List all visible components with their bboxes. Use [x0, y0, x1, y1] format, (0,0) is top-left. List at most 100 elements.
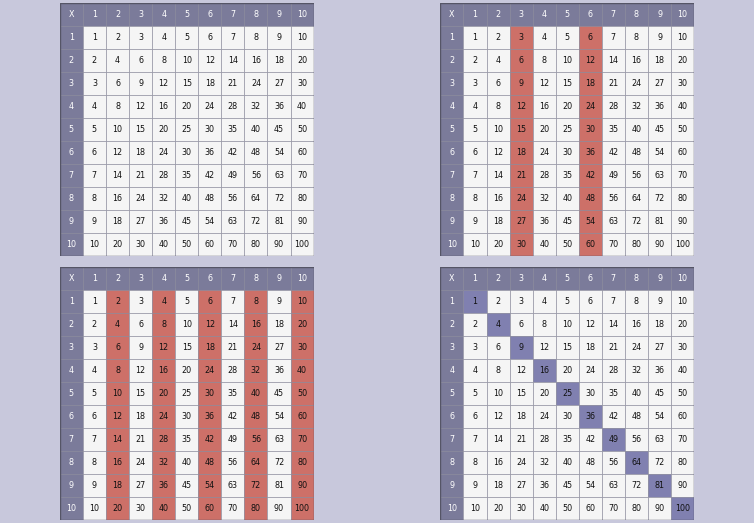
- Bar: [648, 267, 671, 290]
- Bar: [510, 95, 532, 118]
- Bar: [129, 164, 152, 187]
- Text: 72: 72: [654, 458, 665, 467]
- Text: 36: 36: [585, 148, 596, 157]
- Bar: [152, 118, 175, 141]
- Bar: [440, 187, 464, 210]
- Bar: [602, 49, 625, 72]
- Text: 8: 8: [69, 458, 74, 467]
- Text: 70: 70: [608, 504, 618, 514]
- Text: 81: 81: [274, 481, 284, 490]
- Text: 16: 16: [158, 366, 169, 375]
- Bar: [222, 95, 244, 118]
- Bar: [222, 290, 244, 313]
- Text: 64: 64: [251, 194, 261, 203]
- Text: 60: 60: [205, 504, 215, 514]
- Text: 2: 2: [115, 274, 120, 282]
- Bar: [579, 210, 602, 233]
- Text: 32: 32: [539, 194, 549, 203]
- Text: 4: 4: [161, 33, 166, 42]
- Text: 5: 5: [92, 389, 97, 398]
- Bar: [129, 210, 152, 233]
- Bar: [60, 451, 83, 474]
- Bar: [244, 382, 268, 405]
- Text: 70: 70: [297, 171, 307, 180]
- Text: 9: 9: [138, 343, 143, 352]
- Text: 30: 30: [585, 125, 596, 134]
- Bar: [268, 233, 290, 256]
- Bar: [532, 451, 556, 474]
- Text: 7: 7: [449, 171, 455, 180]
- Bar: [486, 290, 510, 313]
- Bar: [175, 49, 198, 72]
- Bar: [648, 72, 671, 95]
- Bar: [464, 405, 486, 428]
- Text: 20: 20: [539, 389, 549, 398]
- Bar: [268, 187, 290, 210]
- Bar: [129, 72, 152, 95]
- Text: 60: 60: [585, 241, 596, 249]
- Bar: [175, 267, 198, 290]
- Bar: [60, 336, 83, 359]
- Bar: [532, 405, 556, 428]
- Bar: [268, 95, 290, 118]
- Text: 7: 7: [230, 274, 235, 282]
- Bar: [268, 118, 290, 141]
- Text: 4: 4: [473, 102, 477, 111]
- Text: 8: 8: [634, 9, 639, 19]
- Bar: [60, 26, 83, 49]
- Bar: [625, 72, 648, 95]
- Bar: [268, 141, 290, 164]
- Text: 10: 10: [470, 504, 480, 514]
- Bar: [579, 3, 602, 26]
- Text: 40: 40: [297, 102, 307, 111]
- Bar: [625, 267, 648, 290]
- Bar: [556, 336, 579, 359]
- Text: 30: 30: [516, 504, 526, 514]
- Text: 6: 6: [138, 56, 143, 65]
- Text: 10: 10: [182, 320, 192, 329]
- Text: 7: 7: [230, 33, 235, 42]
- Bar: [129, 3, 152, 26]
- Text: 27: 27: [654, 343, 665, 352]
- Text: 1: 1: [473, 297, 477, 305]
- Bar: [244, 26, 268, 49]
- Bar: [510, 187, 532, 210]
- Bar: [510, 49, 532, 72]
- Text: 7: 7: [449, 435, 455, 444]
- Bar: [268, 474, 290, 497]
- Text: 20: 20: [297, 320, 307, 329]
- Text: 9: 9: [277, 274, 281, 282]
- Bar: [175, 187, 198, 210]
- Text: 60: 60: [585, 504, 596, 514]
- Bar: [290, 428, 314, 451]
- Text: 70: 70: [228, 241, 238, 249]
- Bar: [625, 164, 648, 187]
- Bar: [244, 72, 268, 95]
- Bar: [625, 428, 648, 451]
- Bar: [60, 382, 83, 405]
- Text: 40: 40: [539, 241, 549, 249]
- Text: 15: 15: [182, 343, 192, 352]
- Text: X: X: [69, 9, 74, 19]
- Text: 8: 8: [495, 366, 501, 375]
- Bar: [486, 313, 510, 336]
- Text: 25: 25: [182, 125, 192, 134]
- Bar: [556, 405, 579, 428]
- Text: 56: 56: [631, 171, 642, 180]
- Bar: [222, 49, 244, 72]
- Bar: [556, 382, 579, 405]
- Bar: [129, 474, 152, 497]
- Text: 24: 24: [585, 102, 596, 111]
- Text: 18: 18: [493, 481, 503, 490]
- Text: 100: 100: [675, 241, 690, 249]
- Text: 4: 4: [495, 56, 501, 65]
- Bar: [244, 49, 268, 72]
- Text: 4: 4: [115, 320, 120, 329]
- Text: 16: 16: [493, 458, 503, 467]
- Text: 8: 8: [634, 274, 639, 282]
- Bar: [152, 26, 175, 49]
- Text: 90: 90: [678, 218, 688, 226]
- Bar: [625, 405, 648, 428]
- Text: 48: 48: [205, 194, 215, 203]
- Bar: [440, 428, 464, 451]
